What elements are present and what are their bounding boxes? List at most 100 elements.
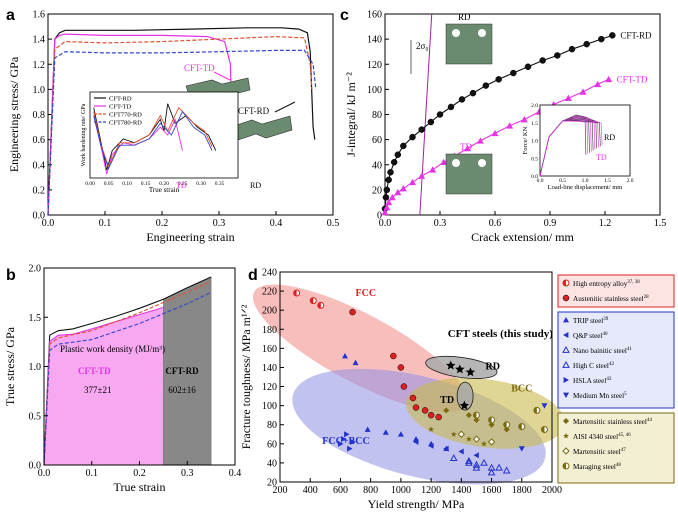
c-point-cft-rd [382, 194, 390, 201]
c-inset-xtick-label: 0.5 [559, 178, 566, 184]
d-legend-marker [562, 294, 570, 302]
d-axis-xtick-label: 2000 [542, 485, 562, 496]
d-region-cft-rd [425, 355, 498, 379]
c-axis-xtick-label: 1.5 [654, 218, 667, 229]
d-highlight-title: CFT steels (this study) [448, 328, 554, 340]
a-inset-frame [89, 91, 239, 179]
c-axis-xtick-label: 0.9 [544, 218, 557, 229]
d-point-trip-steel [382, 429, 389, 435]
d-point-maraging-steel-fill [533, 407, 537, 414]
d-point-nano-bainitic-steel [449, 454, 458, 462]
d-axis-xtick-label: 600 [333, 485, 348, 496]
b-label-td-value: 377±21 [84, 385, 111, 395]
d-point-hsla-steel [341, 436, 347, 443]
c-point-cft-td [605, 75, 613, 83]
c-inset-xtick-label: 2.0 [627, 178, 634, 184]
c-series-label-cft-rd: CFT-RD [620, 30, 652, 40]
c-specimen-rd-hole [478, 29, 486, 37]
c-point-cft-rd [539, 57, 546, 64]
d-point-maraging-steel-fill [503, 421, 507, 428]
d-legend-label: Martensitic stainless steel44 [573, 418, 652, 426]
d-legend-marker [562, 279, 570, 287]
c-axis-xtick-label: 0.0 [379, 218, 392, 229]
d-legend-marker-fill [563, 280, 566, 286]
c-point-cft-rd [409, 133, 416, 141]
c-inset-xtick-label: 1.0 [582, 178, 589, 184]
d-point-hsla-steel [347, 445, 353, 452]
b-axis-xtick-label: 0.0 [38, 468, 51, 479]
c-point-cft-rd [418, 126, 425, 133]
a-axis-xlabel: Engineering strain [146, 230, 234, 244]
d-point-nano-bainitic-steel [495, 463, 503, 471]
c-point-cft-td [440, 158, 448, 166]
panel-a: a 0.0 0.1 0.2 0.3 0.4 0.5 0.0 0.2 0.4 0.6 0.8 1.0 1.2… [6, 7, 339, 244]
d-legend-label: High C steel42 [573, 362, 614, 370]
d-point-trip-steel [352, 359, 359, 366]
d-legend-marker [563, 433, 569, 439]
d-axis-ytick-label: 160 [262, 344, 277, 355]
c-point-cft-td [381, 208, 389, 216]
c-axis-ytick-label: 80 [372, 110, 382, 121]
d-legend-ref: 37, 38 [627, 280, 640, 285]
c-axis-ytick-label: 60 [372, 135, 382, 146]
d-point-martensitic-steel [487, 438, 496, 446]
a-inset-xtick-label: 0.35 [215, 181, 225, 187]
a-inset-series-cft780-rd [93, 110, 213, 170]
a-axis-xtick-label: 0.5 [327, 218, 340, 229]
d-point-martensitic-stainless-steel [473, 416, 480, 423]
a-inset-label-td: TD [176, 181, 187, 190]
d-region-label-bcc: BCC [511, 383, 532, 394]
c-inset-xtick-label: 0.0 [537, 178, 544, 184]
c-axis-ytick-label: 100 [367, 85, 382, 96]
d-legend-marker [562, 345, 570, 353]
a-axis-xtick-label: 0.3 [213, 218, 226, 229]
a-axis-ytick-label: 0.6 [33, 135, 46, 146]
d-legend-ref: 47 [621, 448, 627, 453]
c-inset-ytick-label: 2.0 [531, 103, 538, 109]
d-axis-ytick-label: 40 [267, 458, 277, 469]
d-point-austenitic-stainless-steel [390, 352, 397, 360]
c-specimen-rd-body [445, 23, 493, 65]
d-point-martensitic-steel [472, 435, 481, 443]
panel-label-b: b [6, 267, 16, 284]
d-point-cft [446, 360, 456, 370]
c-point-cft-td [388, 193, 396, 201]
b-label-rd-value: 602±16 [168, 385, 196, 395]
a-pointer-td [213, 71, 231, 81]
a-inset-legend-label: CFT-RD [109, 96, 132, 103]
d-point-austenitic-stainless-steel [400, 383, 408, 390]
d-legend-ref: 43 [606, 377, 612, 382]
d-axis-ytick-label: 80 [267, 420, 277, 431]
d-point-maraging-steel [533, 406, 541, 414]
panel-b: b 0.0 0.1 0.2 0.3 0.4 0.0 0.5 1.0 1.5 2.0 True stra… [3, 264, 241, 495]
c-axis-xlabel: Crack extension/ mm [471, 230, 574, 244]
d-point-martensitic-stainless-steel [443, 407, 450, 414]
d-cft-label-rd: RD [486, 361, 500, 372]
c-point-cft-td [594, 80, 602, 88]
c-specimen-rd-hole [452, 29, 460, 37]
d-cft-label-td: TD [440, 395, 454, 406]
d-point-high-c-steel [502, 466, 511, 474]
d-point-austenitic-stainless-steel [349, 308, 356, 316]
b-label-rd-name: CFT-RD [165, 366, 199, 376]
d-region-label-fcc: FCC [356, 288, 377, 299]
a-pointer-rd [274, 101, 296, 113]
d-axis-frame [279, 271, 553, 483]
d-legend-marker [562, 462, 570, 470]
d-point-high-entropy-alloy [309, 297, 317, 305]
c-point-cft-rd [385, 176, 392, 184]
c-point-cft-td [385, 198, 393, 206]
a-axis-ytick-label: 1.6 [33, 10, 46, 21]
d-point-austenitic-stainless-steel [409, 394, 417, 402]
d-point-maraging-steel [472, 411, 480, 419]
b-axis-xtick-label: 0.4 [229, 468, 242, 479]
d-legend-box-2 [557, 412, 675, 484]
d-point-martensitic-steel [457, 430, 466, 438]
b-axis-ytick-label: 1.5 [29, 313, 42, 324]
d-point-cft [459, 400, 470, 410]
d-axis-ytick-label: 20 [267, 478, 277, 489]
c-point-cft-rd [598, 35, 605, 43]
a-series-cft780-rd [47, 49, 317, 216]
d-point-martensitic-stainless-steel [503, 426, 510, 433]
d-axis-ylabel: Fracture toughness/ MPa m¹ᐟ² [239, 304, 253, 449]
